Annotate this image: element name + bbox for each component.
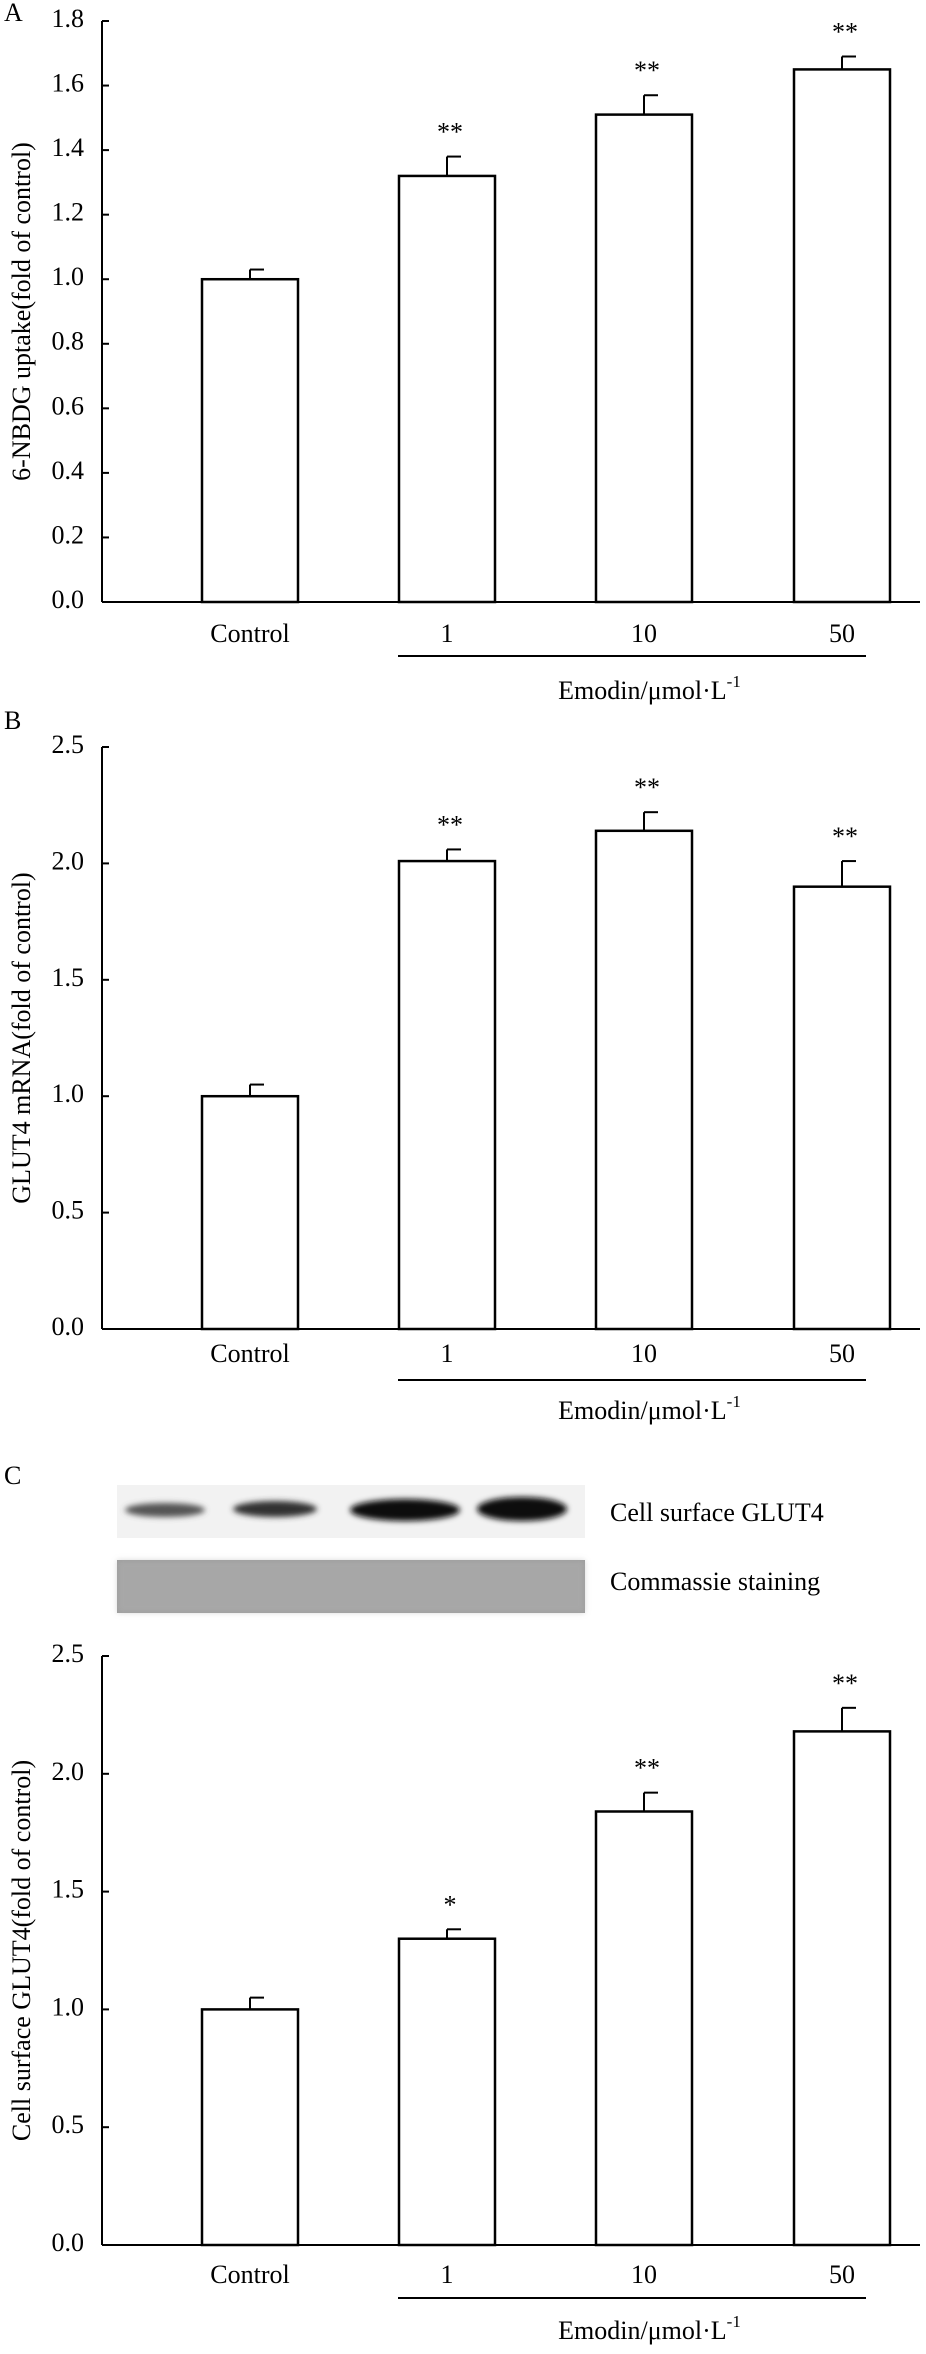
blot-band <box>233 1501 317 1517</box>
bar <box>397 859 497 1331</box>
y-tick-label: 1.4 <box>52 133 85 162</box>
y-tick-label: 0.2 <box>52 520 85 549</box>
y-tick-label: 0.5 <box>52 2110 85 2139</box>
x-tick-label: 1 <box>441 1339 454 1368</box>
x-tick-label: 10 <box>631 2260 657 2289</box>
y-tick-label: 0.5 <box>52 1196 85 1225</box>
group-label: Emodin/μmol·L-1 <box>558 2312 741 2345</box>
bar <box>594 1810 694 2247</box>
y-tick-label: 1.5 <box>52 1875 85 1904</box>
bar <box>200 1094 300 1331</box>
group-label-text: Emodin/μmol·L <box>558 1396 726 1425</box>
significance: ** <box>832 1669 858 1698</box>
panel-label: B <box>4 706 21 735</box>
significance: ** <box>634 1754 660 1783</box>
y-tick-label: 2.0 <box>52 846 85 875</box>
significance: ** <box>832 17 858 46</box>
bar <box>594 829 694 1331</box>
bar <box>792 1730 892 2247</box>
y-tick-label: 1.5 <box>52 963 85 992</box>
bar <box>792 885 892 1331</box>
group-label-sup: -1 <box>727 672 741 691</box>
x-tick-label: 50 <box>829 2260 855 2289</box>
group-label-text: Emodin/μmol·L <box>558 676 726 705</box>
panel-label: C <box>4 1461 21 1490</box>
significance: ** <box>634 56 660 85</box>
bar <box>397 174 497 604</box>
stain-texture <box>117 1560 585 1613</box>
western-blot <box>117 1485 585 1613</box>
group-label-sup: -1 <box>727 1392 741 1411</box>
y-tick-label: 1.0 <box>52 1992 85 2021</box>
panel-label: A <box>4 0 23 27</box>
blot-band <box>125 1503 205 1517</box>
y-axis-label: 6-NBDG uptake(fold of control) <box>7 142 36 481</box>
blot-label: Cell surface GLUT4 <box>610 1498 824 1527</box>
y-tick-label: 1.8 <box>52 4 85 33</box>
x-tick-label: 10 <box>631 1339 657 1368</box>
y-tick-label: 1.6 <box>52 69 85 98</box>
bar <box>200 277 300 604</box>
y-axis-label: GLUT4 mRNA(fold of control) <box>7 872 36 1203</box>
y-tick-label: 2.5 <box>52 1639 85 1668</box>
y-tick-label: 2.0 <box>52 1757 85 1786</box>
bar <box>200 2008 300 2247</box>
bar <box>792 68 892 604</box>
blot-band <box>350 1499 460 1521</box>
x-tick-label: Control <box>210 619 289 648</box>
group-label: Emodin/μmol·L-1 <box>558 1392 741 1425</box>
x-tick-label: 10 <box>631 619 657 648</box>
x-tick-label: Control <box>210 2260 289 2289</box>
group-label-sup: -1 <box>727 2312 741 2331</box>
y-tick-label: 0.0 <box>52 2228 85 2257</box>
significance: ** <box>634 773 660 802</box>
y-tick-label: 1.2 <box>52 198 85 227</box>
group-label: Emodin/μmol·L-1 <box>558 672 741 705</box>
x-tick-label: 1 <box>441 2260 454 2289</box>
y-tick-label: 0.4 <box>52 456 85 485</box>
significance: ** <box>437 810 463 839</box>
y-tick-label: 1.0 <box>52 262 85 291</box>
bar <box>594 113 694 604</box>
x-tick-label: Control <box>210 1339 289 1368</box>
y-tick-label: 1.0 <box>52 1079 85 1108</box>
group-label-text: Emodin/μmol·L <box>558 2316 726 2345</box>
significance: * <box>444 1890 457 1919</box>
y-axis-label: Cell surface GLUT4(fold of control) <box>7 1760 36 2141</box>
bar <box>397 1937 497 2247</box>
y-tick-label: 0.0 <box>52 1312 85 1341</box>
blot-label: Commassie staining <box>610 1567 820 1596</box>
significance: ** <box>437 118 463 147</box>
x-tick-label: 50 <box>829 1339 855 1368</box>
y-tick-label: 0.6 <box>52 391 85 420</box>
y-tick-label: 0.8 <box>52 327 85 356</box>
x-tick-label: 50 <box>829 619 855 648</box>
significance: ** <box>832 822 858 851</box>
y-tick-label: 2.5 <box>52 730 85 759</box>
blot-band <box>477 1497 567 1521</box>
y-tick-label: 0.0 <box>52 585 85 614</box>
x-tick-label: 1 <box>441 619 454 648</box>
